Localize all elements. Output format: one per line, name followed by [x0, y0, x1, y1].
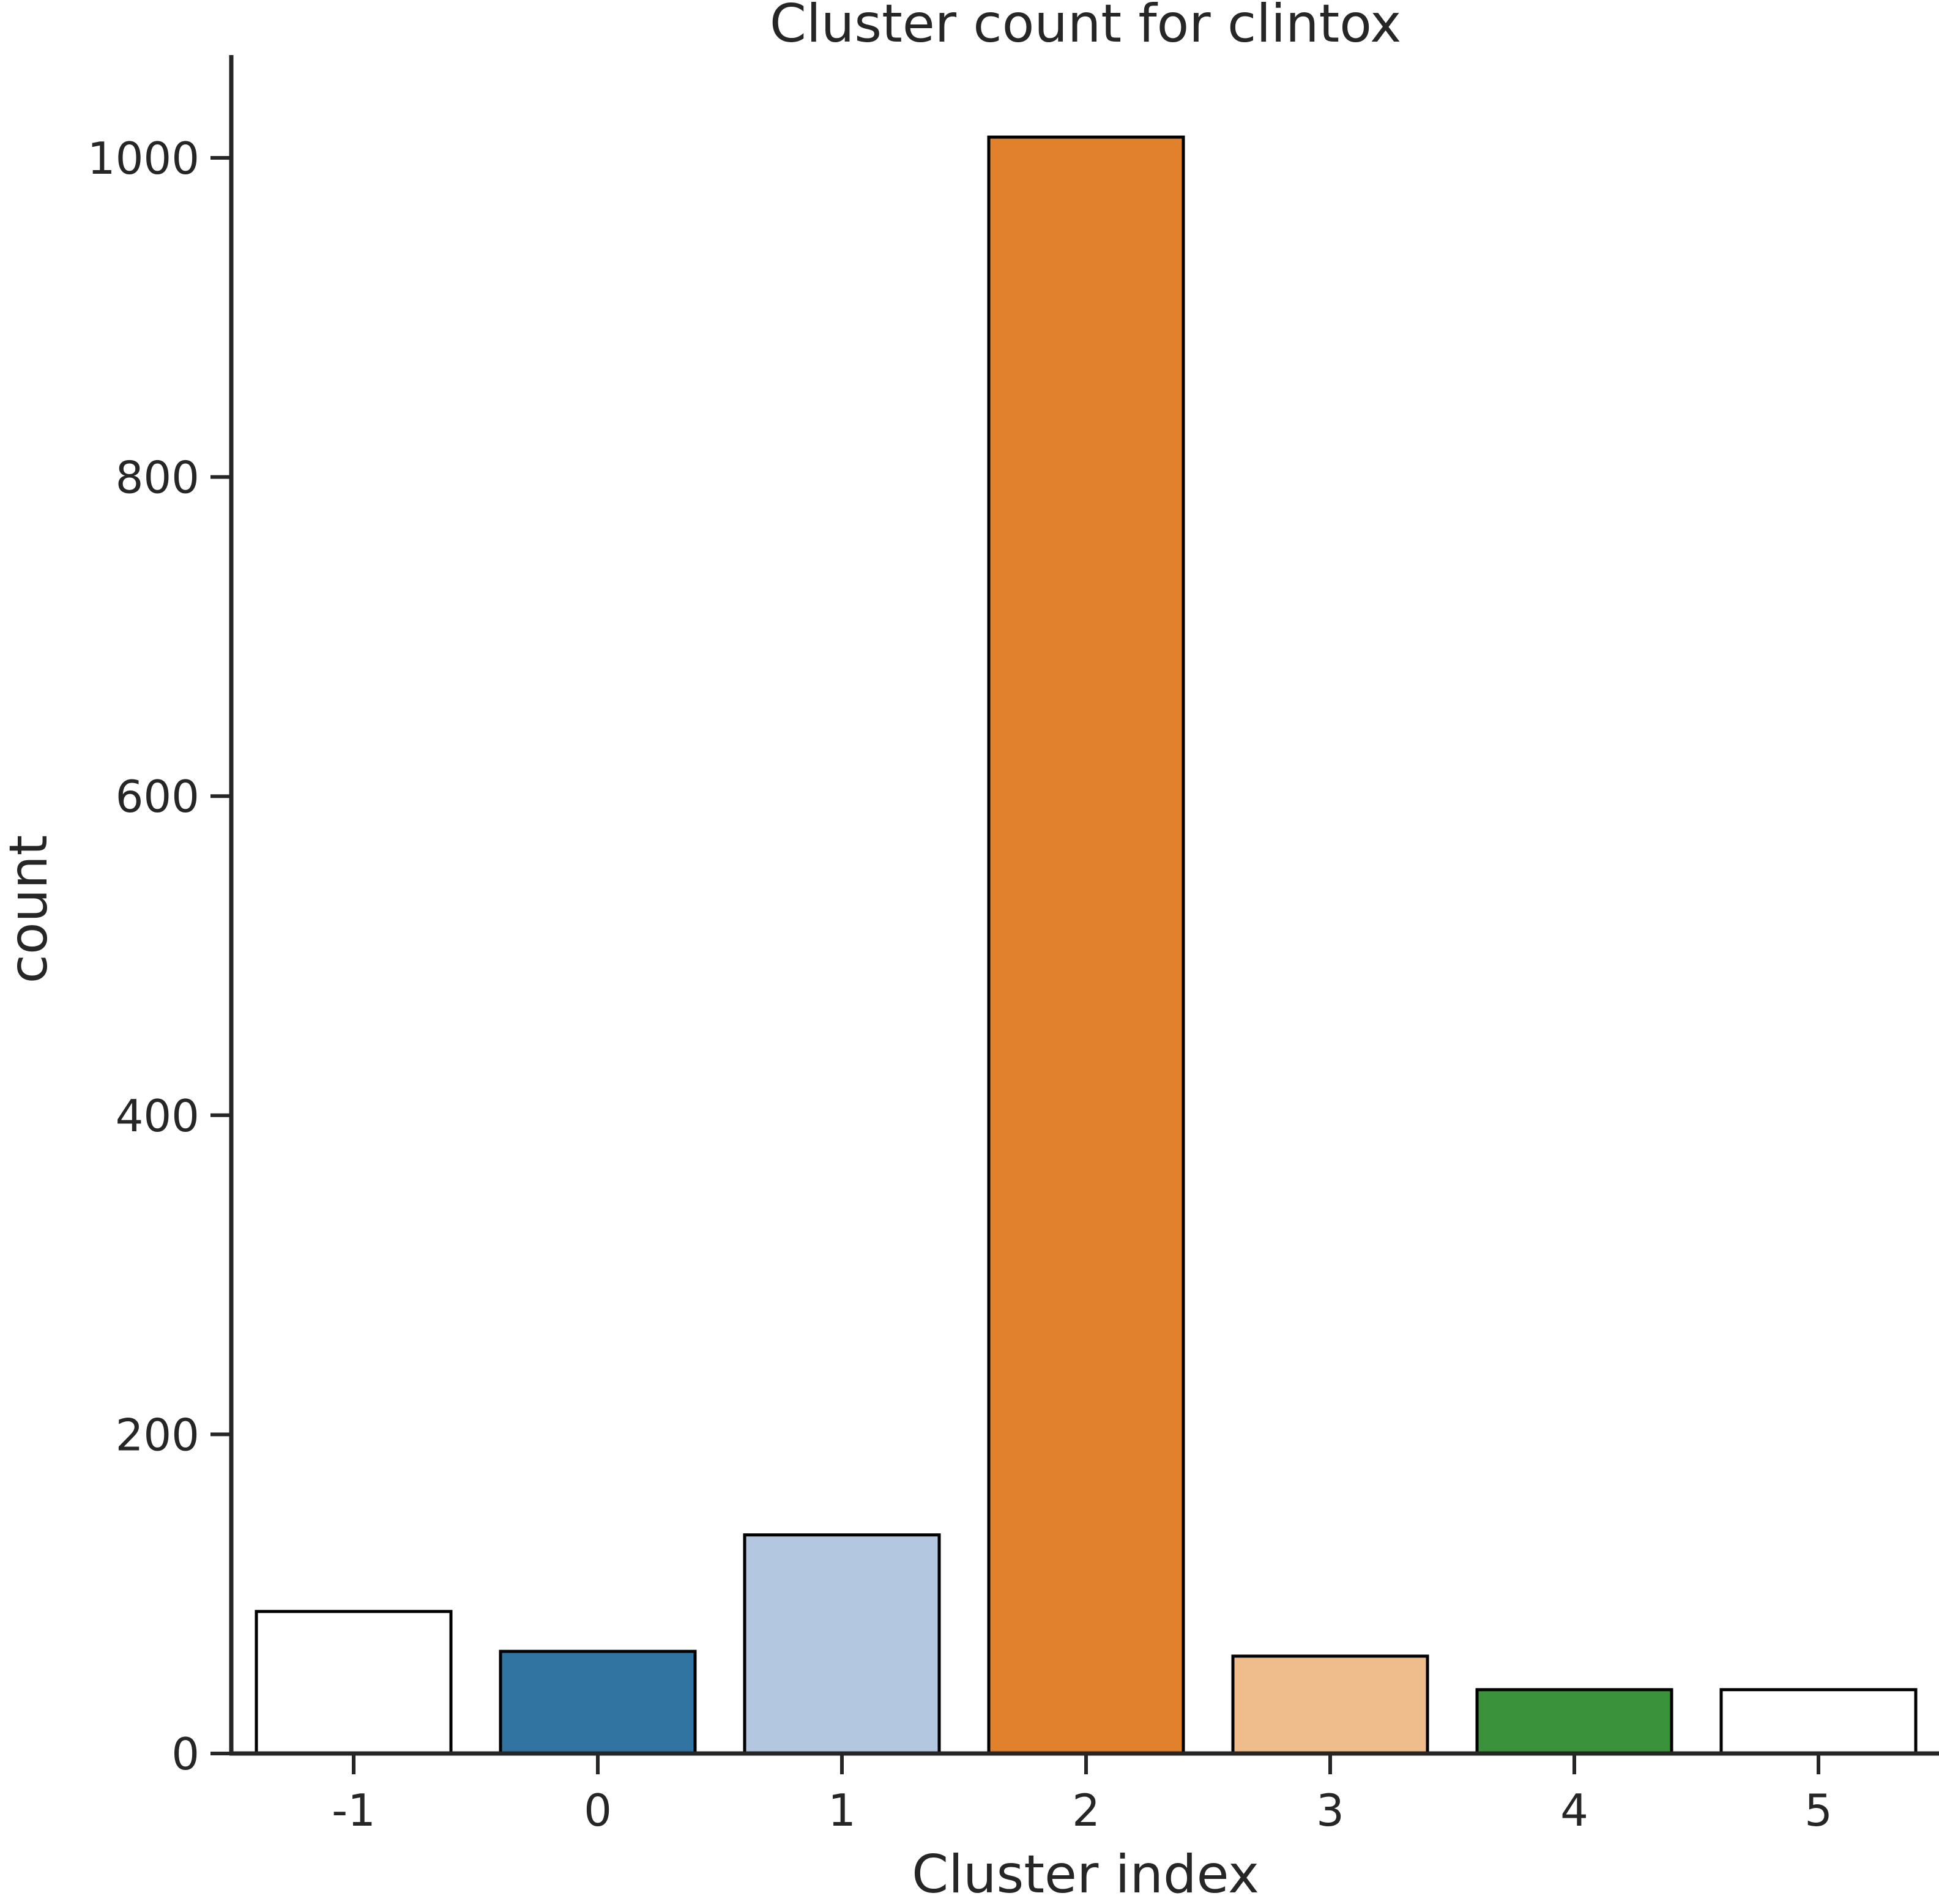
y-tick-label: 0 [171, 1728, 199, 1780]
bar-cluster-4 [1475, 1688, 1673, 1755]
y-axis-ticks: 0 200 400 600 800 1000 [87, 133, 231, 1780]
x-axis-label: Cluster index [912, 1844, 1259, 1904]
y-tick-label: 400 [116, 1090, 199, 1142]
y-tick-label: 600 [116, 771, 199, 822]
x-tick-label: 5 [1804, 1785, 1833, 1836]
x-tick-label: 2 [1072, 1785, 1100, 1836]
x-axis-ticks: -1 0 1 2 3 4 5 [332, 1753, 1833, 1836]
y-tick-label: 200 [116, 1409, 199, 1460]
bar-cluster--1 [255, 1610, 453, 1755]
y-tick-label: 1000 [87, 133, 199, 184]
bar-cluster-0 [499, 1649, 697, 1755]
chart-title: Cluster count for clintox [770, 0, 1401, 54]
x-tick-label: -1 [332, 1785, 376, 1836]
x-tick-label: 0 [584, 1785, 612, 1836]
x-tick-label: 3 [1316, 1785, 1344, 1836]
bar-cluster-3 [1231, 1654, 1429, 1755]
bar-cluster-5 [1719, 1688, 1918, 1755]
x-tick-label: 4 [1560, 1785, 1588, 1836]
y-axis-label: count [0, 835, 59, 984]
bar-cluster-2 [987, 135, 1185, 1755]
x-tick-label: 1 [828, 1785, 856, 1836]
bar-cluster-1 [743, 1533, 941, 1755]
y-tick-label: 800 [116, 452, 199, 504]
bars-group [255, 135, 1918, 1755]
